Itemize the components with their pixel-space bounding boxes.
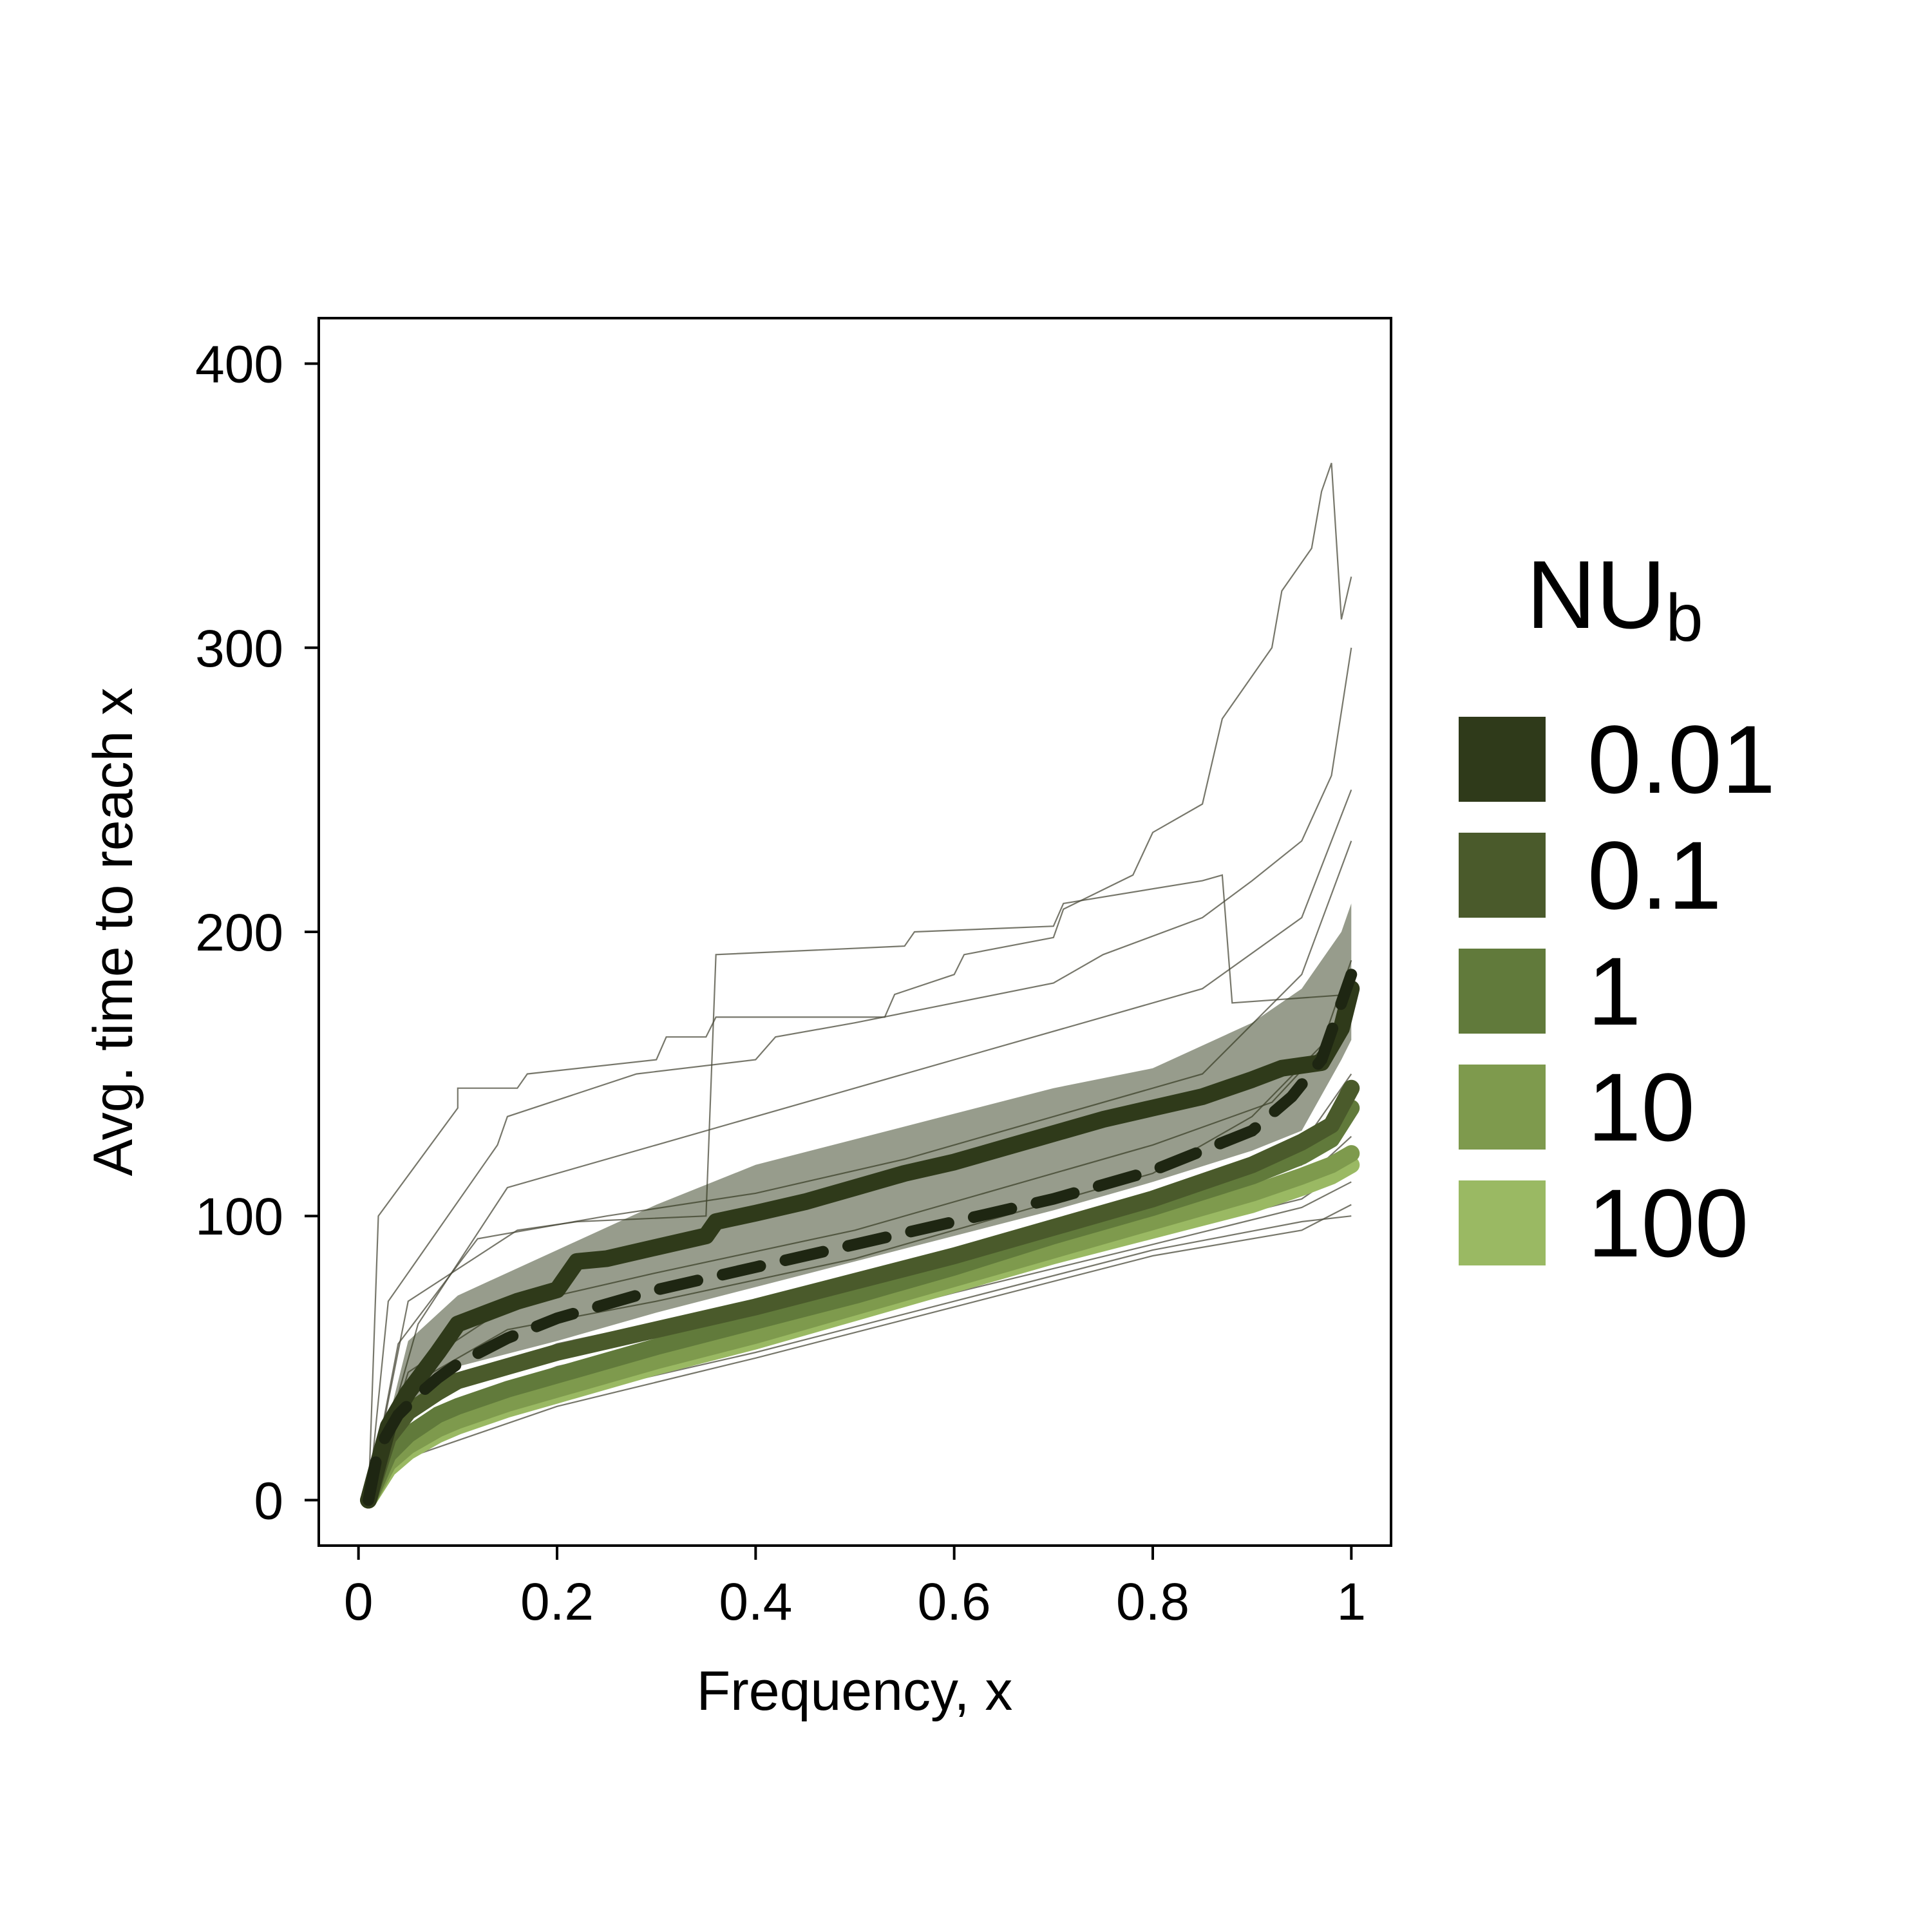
x-tick-label: 0.8 bbox=[1116, 1573, 1189, 1631]
band-area bbox=[368, 903, 1352, 1501]
legend-title-subscript: b bbox=[1666, 581, 1703, 656]
x-axis-title: Frequency, x bbox=[697, 1660, 1013, 1722]
confidence-band bbox=[368, 903, 1352, 1501]
legend-title-main: NU bbox=[1526, 540, 1666, 649]
series-lines bbox=[360, 980, 1360, 1509]
legend-label: 10 bbox=[1587, 1053, 1695, 1161]
y-tick-label: 0 bbox=[254, 1472, 283, 1530]
legend-swatch bbox=[1459, 1180, 1546, 1265]
x-tick-label: 0.2 bbox=[520, 1573, 594, 1631]
x-tick-label: 0.6 bbox=[918, 1573, 991, 1631]
legend-swatch bbox=[1459, 1065, 1546, 1150]
series-line-1 bbox=[360, 1099, 1360, 1509]
legend-swatch bbox=[1459, 833, 1546, 918]
y-tick-label: 300 bbox=[195, 620, 283, 678]
trace-line-3 bbox=[368, 874, 1352, 1501]
legend-label: 0.01 bbox=[1587, 705, 1776, 813]
x-tick-label: 0.4 bbox=[719, 1573, 792, 1631]
trace-line-4 bbox=[368, 790, 1352, 1501]
y-axis-ticks: 0 100 200 300 400 bbox=[195, 336, 319, 1530]
legend-swatch bbox=[1459, 949, 1546, 1034]
dashed-reference-line bbox=[363, 969, 1358, 1506]
legend-swatch bbox=[1459, 717, 1546, 802]
x-tick-label: 0 bbox=[344, 1573, 374, 1631]
y-axis-title: Avg. time to reach x bbox=[82, 688, 144, 1176]
y-tick-label: 100 bbox=[195, 1188, 283, 1246]
trace-line-2 bbox=[368, 647, 1352, 1501]
series-line-10 bbox=[360, 1145, 1360, 1509]
series-line-0_01 bbox=[360, 980, 1360, 1509]
y-tick-label: 200 bbox=[195, 904, 283, 962]
legend-label: 100 bbox=[1587, 1169, 1748, 1277]
x-tick-label: 1 bbox=[1337, 1573, 1367, 1631]
y-tick-label: 400 bbox=[195, 336, 283, 394]
trace-line-1 bbox=[368, 462, 1352, 1501]
x-axis-ticks: 0 0.2 0.4 0.6 0.8 1 bbox=[344, 1546, 1366, 1631]
series-line-0_1 bbox=[360, 1079, 1360, 1509]
dashed-line bbox=[363, 969, 1358, 1506]
legend-label: 1 bbox=[1587, 937, 1641, 1045]
plot-frame bbox=[317, 317, 1392, 1547]
legend-label: 0.1 bbox=[1587, 821, 1722, 929]
trace-line-13 bbox=[368, 1204, 1352, 1501]
legend-title: NUb bbox=[1526, 540, 1703, 656]
